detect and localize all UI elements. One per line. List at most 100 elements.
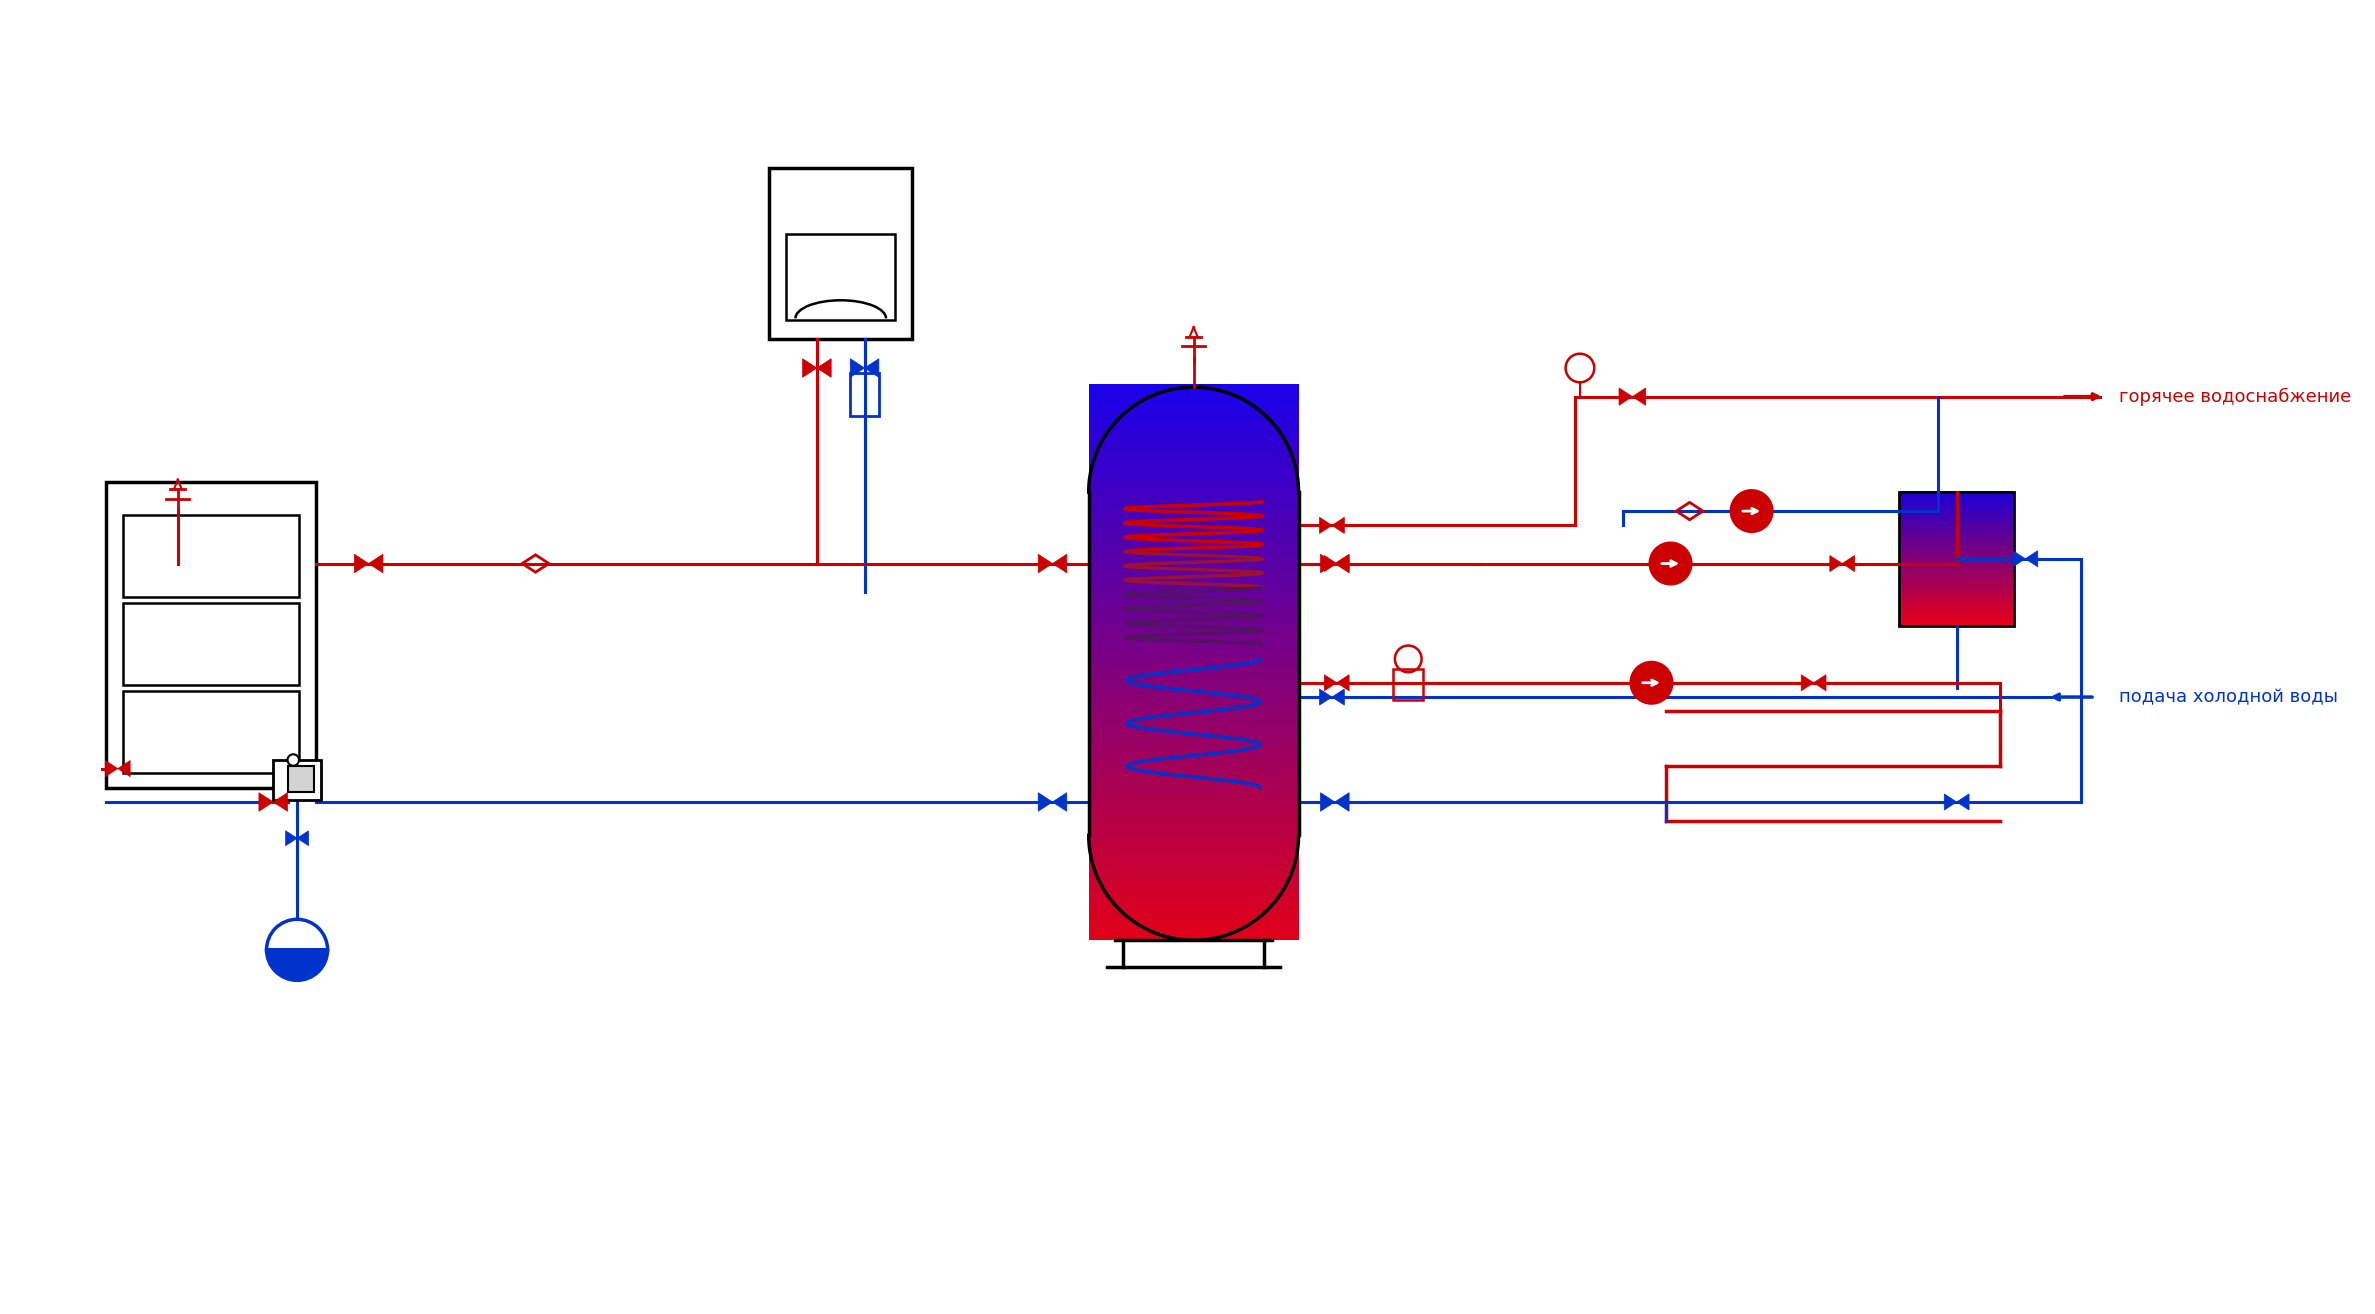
Bar <box>1088 675 1299 682</box>
Bar <box>1088 555 1299 560</box>
Wedge shape <box>266 920 328 950</box>
Bar <box>1900 518 2014 522</box>
Bar <box>1088 440 1299 445</box>
Bar <box>1088 922 1299 929</box>
Bar <box>1088 890 1299 896</box>
Bar <box>1900 594 2014 599</box>
Bar <box>1088 863 1299 870</box>
Bar <box>1088 669 1299 675</box>
Bar <box>1088 671 1299 678</box>
Polygon shape <box>1332 518 1344 533</box>
Polygon shape <box>1620 388 1632 405</box>
Polygon shape <box>368 555 382 573</box>
Bar <box>1088 455 1299 461</box>
Bar <box>1900 531 2014 535</box>
Bar <box>1088 612 1299 619</box>
Bar <box>1900 608 2014 612</box>
Bar <box>1088 665 1299 671</box>
Bar <box>1088 579 1299 586</box>
Bar <box>1088 484 1299 490</box>
Bar <box>1088 853 1299 859</box>
Bar <box>1394 669 1423 700</box>
Polygon shape <box>1337 674 1349 691</box>
Bar <box>1088 897 1299 904</box>
Polygon shape <box>1052 555 1066 573</box>
Bar <box>1088 598 1299 604</box>
Bar <box>1088 624 1299 631</box>
Polygon shape <box>1038 555 1052 573</box>
Bar <box>1088 767 1299 774</box>
Bar <box>1900 558 2014 562</box>
Polygon shape <box>1337 556 1349 572</box>
Bar <box>1088 561 1299 568</box>
Polygon shape <box>1052 792 1066 811</box>
Bar <box>1088 653 1299 660</box>
Polygon shape <box>1843 556 1855 572</box>
Bar <box>1088 420 1299 427</box>
Bar <box>1088 392 1299 398</box>
Bar <box>1900 505 2014 509</box>
Polygon shape <box>864 359 879 377</box>
Bar <box>1088 908 1299 915</box>
Bar <box>1088 432 1299 439</box>
Bar <box>1900 615 2014 619</box>
Bar <box>1088 934 1299 941</box>
Polygon shape <box>850 359 864 377</box>
Polygon shape <box>1321 792 1335 811</box>
Bar <box>1088 547 1299 553</box>
Bar <box>1088 487 1299 494</box>
Text: подача холодной воды: подача холодной воды <box>2118 689 2337 706</box>
Bar <box>1900 541 2014 545</box>
Bar <box>124 691 299 774</box>
Bar <box>1088 783 1299 790</box>
Bar <box>1088 551 1299 557</box>
Bar <box>1900 618 2014 623</box>
Polygon shape <box>273 792 287 811</box>
Bar <box>1900 514 2014 519</box>
Bar <box>1088 849 1299 855</box>
Bar <box>1088 702 1299 708</box>
Bar <box>1900 507 2014 512</box>
Bar <box>786 234 895 321</box>
Bar <box>1088 436 1299 443</box>
Bar <box>1088 543 1299 549</box>
Polygon shape <box>1332 689 1344 706</box>
Bar <box>1088 477 1299 484</box>
Bar <box>1088 904 1299 911</box>
Bar <box>1900 622 2014 625</box>
Bar <box>1900 537 2014 543</box>
Bar <box>107 482 316 787</box>
Polygon shape <box>285 830 297 846</box>
Polygon shape <box>104 761 119 777</box>
Bar <box>1088 643 1299 649</box>
Bar <box>1900 491 2014 495</box>
Bar <box>1088 594 1299 600</box>
Bar <box>1088 918 1299 925</box>
Bar <box>1088 683 1299 690</box>
Bar <box>1088 514 1299 520</box>
Bar <box>1088 716 1299 723</box>
Bar <box>1088 414 1299 420</box>
Bar <box>770 168 912 339</box>
Bar <box>1088 602 1299 608</box>
Bar <box>1088 661 1299 668</box>
Bar <box>1088 838 1299 845</box>
Bar <box>1088 735 1299 741</box>
Bar <box>1900 598 2014 602</box>
Polygon shape <box>2014 551 2026 566</box>
Bar <box>1088 706 1299 712</box>
Bar <box>1088 775 1299 782</box>
Bar <box>1088 473 1299 480</box>
Polygon shape <box>1038 792 1052 811</box>
Bar <box>1088 620 1299 627</box>
Circle shape <box>1651 543 1691 585</box>
Bar <box>1088 565 1299 572</box>
Bar <box>1088 516 1299 523</box>
Bar <box>1088 498 1299 505</box>
Bar <box>1088 894 1299 900</box>
Bar <box>1088 657 1299 664</box>
Bar <box>1088 808 1299 815</box>
Bar <box>1088 495 1299 502</box>
Bar <box>1088 859 1299 866</box>
Circle shape <box>287 754 299 766</box>
